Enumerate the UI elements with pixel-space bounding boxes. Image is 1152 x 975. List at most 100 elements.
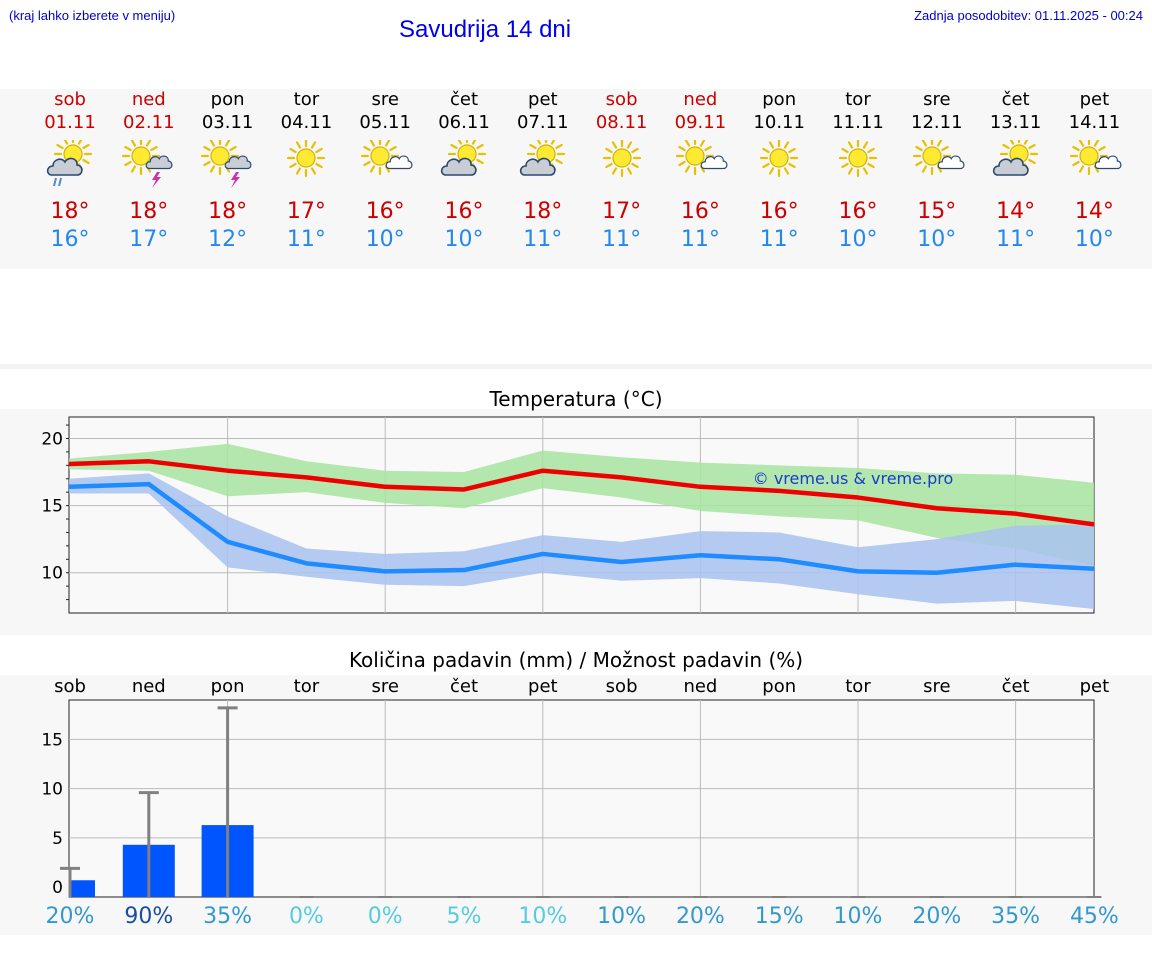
sun-ray: [529, 143, 537, 150]
day-label: sob: [54, 676, 86, 697]
day-name: sob: [605, 89, 638, 110]
sun-ray: [209, 165, 215, 173]
max-temperature: 16°: [759, 199, 799, 224]
sun-small-cloud-icon: [361, 140, 413, 176]
day-name: ned: [131, 89, 166, 110]
sun-disc: [131, 146, 151, 166]
precipitation-probability: 10%: [518, 904, 568, 929]
cloud-shape: [937, 155, 965, 170]
sun-ray: [626, 167, 632, 175]
sun-ray: [289, 147, 298, 154]
sun-ray: [915, 160, 923, 167]
day-date: 11.11: [832, 112, 884, 133]
cloud-shape: [224, 155, 252, 170]
precipitation-probability: 10%: [597, 904, 647, 929]
min-temperature: 11°: [996, 227, 1036, 252]
cloud-shape: [1095, 155, 1122, 170]
sun-ray: [476, 143, 484, 150]
y-tick-label: 15: [41, 730, 63, 750]
min-temperature: 10°: [1074, 227, 1114, 252]
sun-ray: [788, 147, 796, 154]
sun-ray: [370, 165, 376, 173]
min-temperature: 16°: [50, 227, 90, 252]
min-temperature: 11°: [523, 227, 563, 252]
cloud-outline: [385, 155, 413, 170]
day-name: pet: [1079, 89, 1110, 110]
day-date: 01.11: [44, 112, 96, 133]
sun-ray: [788, 162, 796, 169]
day-forecast: čet 13.11 14° 11°: [976, 88, 1056, 254]
cloud-outline: [46, 157, 83, 176]
cloud-outline: [937, 155, 965, 170]
day-label: sre: [371, 676, 398, 697]
sun-ray: [921, 165, 927, 173]
page-title: Savudrija 14 dni: [399, 16, 572, 43]
day-forecast: sob 01.11 18° 16°: [30, 88, 110, 254]
sun-ray: [228, 145, 237, 152]
max-temperature: 14°: [1074, 199, 1114, 224]
min-temperature: 11°: [759, 227, 799, 252]
sun-ray: [630, 162, 639, 169]
rain-drop: [53, 177, 57, 187]
precipitation-chart: sob ned pon tor sre čet pet sob ned pon tor sre čet p…: [41, 676, 1109, 898]
sun-small-cloud-icon: [912, 140, 965, 176]
sun-ray: [1079, 140, 1085, 147]
cloud-outline: [145, 155, 173, 170]
forecast-band: [0, 89, 1152, 269]
cloud-outline: [701, 155, 728, 170]
max-temperature: 18°: [129, 199, 169, 224]
day-forecast: pon 10.11 16° 11°: [739, 88, 819, 254]
sun-disc: [769, 148, 789, 168]
sun-ray: [145, 140, 151, 147]
sun-ray: [224, 140, 230, 147]
sun-ray: [202, 160, 211, 167]
y-tick-label: 10: [41, 564, 63, 584]
sun-ray: [678, 145, 687, 152]
sun-ray: [124, 145, 132, 152]
sun-ray: [1023, 140, 1028, 145]
temperature-chart: 10 15 20 © vreme.us & vreme.pro: [41, 416, 1095, 614]
sun-ray: [296, 141, 302, 149]
sun-ray: [867, 162, 875, 169]
precipitation-probability: 20%: [912, 904, 962, 929]
day-name: tor: [293, 89, 320, 110]
sun-ray: [363, 145, 371, 152]
cloud-shape: [701, 155, 728, 170]
sun-ray: [704, 145, 713, 152]
min-temperature-band: [69, 473, 1094, 609]
sun-ray: [769, 167, 775, 175]
precipitation-probability: 20%: [675, 904, 725, 929]
sun-ray: [202, 145, 211, 152]
sun-ray: [604, 162, 613, 169]
day-label: tor: [294, 676, 320, 697]
precipitation-chart-title: Količina padavin (mm) / Možnost padavin …: [348, 648, 804, 672]
cloud-outline: [1095, 155, 1122, 170]
sun-ray: [130, 140, 136, 147]
day-label: pon: [211, 676, 245, 697]
sun-ray: [769, 141, 775, 149]
sun-ray: [370, 140, 376, 147]
min-temperature: 10°: [444, 227, 484, 252]
precipitation-probability: 35%: [991, 904, 1041, 929]
max-temperature: 18°: [523, 199, 563, 224]
day-name: čet: [449, 89, 479, 110]
sun-shape: [1070, 140, 1109, 176]
day-date: 03.11: [201, 112, 254, 133]
sun-ray: [1098, 145, 1107, 152]
sun-ray: [389, 145, 397, 152]
sun-ray: [476, 158, 484, 165]
sun-storm-icon: [121, 140, 173, 188]
location-menu-hint[interactable]: (kraj lahko izberete v meniju): [9, 8, 176, 23]
day-forecast: tor 11.11 16° 10°: [818, 88, 898, 254]
sun-ray: [936, 140, 942, 147]
day-label: pet: [528, 676, 558, 697]
sun-ray: [385, 140, 391, 147]
day-label: ned: [683, 676, 717, 697]
sun-small-cloud-icon: [676, 140, 728, 176]
max-temperature-line: [68, 459, 1095, 527]
day-forecast: čet 06.11 16° 10°: [424, 88, 504, 254]
sun-disc: [685, 146, 705, 166]
sun-storm-icon: [200, 140, 252, 188]
sun-ray: [311, 141, 317, 149]
sun-ray: [296, 167, 302, 175]
